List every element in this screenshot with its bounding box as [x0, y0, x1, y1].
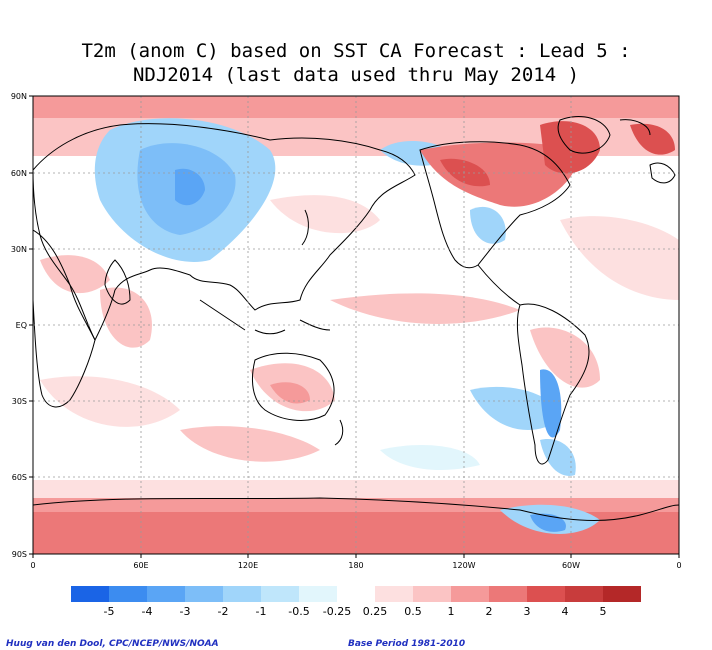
- legend-label-10: 2: [486, 605, 493, 618]
- credit-author: Huug van den Dool, CPC/NCEP/NWS/NOAA: [6, 639, 219, 649]
- lon-label-0-east: 0: [676, 561, 681, 570]
- lat-label-90s: 90S: [12, 550, 27, 559]
- lon-labels: 0 60E 120E 180 120W 60W 0: [30, 561, 681, 570]
- legend-label-6: -0.25: [323, 605, 351, 618]
- legend-swatch-2: [147, 586, 185, 602]
- lat-labels: 90N 60N 30N EQ 30S 60S 90S: [11, 92, 27, 559]
- legend-swatch-9: [413, 586, 451, 602]
- legend-label-5: -0.5: [288, 605, 309, 618]
- lat-label-30n: 30N: [11, 245, 27, 254]
- legend-swatch-8: [375, 586, 413, 602]
- legend-swatch-1: [109, 586, 147, 602]
- gridlines: [33, 96, 679, 554]
- lon-label-0-west: 0: [30, 561, 35, 570]
- legend-label-9: 1: [448, 605, 455, 618]
- legend-label-0: -5: [104, 605, 115, 618]
- legend-swatch-4: [223, 586, 261, 602]
- legend-label-4: -1: [256, 605, 267, 618]
- legend-label-3: -2: [218, 605, 229, 618]
- lon-label-120e: 120E: [238, 561, 258, 570]
- lon-label-60w: 60W: [562, 561, 580, 570]
- legend-label-12: 4: [562, 605, 569, 618]
- map-title-line2: NDJ2014 (last data used thru May 2014 ): [132, 64, 580, 86]
- coastlines: [33, 116, 679, 521]
- legend-swatch-3: [185, 586, 223, 602]
- legend-label-1: -4: [142, 605, 153, 618]
- legend-label-13: 5: [600, 605, 607, 618]
- legend-swatch-13: [565, 586, 603, 602]
- legend-swatch-0: [71, 586, 109, 602]
- legend-swatch-6: [299, 586, 337, 602]
- legend-label-11: 3: [524, 605, 531, 618]
- legend-color-bar: [71, 586, 641, 602]
- lat-label-30s: 30S: [12, 397, 27, 406]
- legend-swatch-10: [451, 586, 489, 602]
- legend-labels: -5 -4 -3 -2 -1 -0.5 -0.25 0.25 0.5 1 2 3 4 5: [104, 605, 607, 618]
- legend-swatch-5: [261, 586, 299, 602]
- credit-base-period: Base Period 1981-2010: [348, 639, 466, 649]
- lon-label-120w: 120W: [452, 561, 475, 570]
- legend-swatch-12: [527, 586, 565, 602]
- axis-ticks: [29, 95, 680, 558]
- legend-swatch-14: [603, 586, 641, 602]
- lon-label-180: 180: [348, 561, 363, 570]
- map-title-line1: T2m (anom C) based on SST CA Forecast : …: [81, 40, 631, 62]
- lat-label-eq: EQ: [16, 321, 27, 330]
- legend-label-7: 0.25: [363, 605, 388, 618]
- lat-label-90n: 90N: [11, 92, 27, 101]
- legend-label-2: -3: [180, 605, 191, 618]
- lat-label-60n: 60N: [11, 169, 27, 178]
- lon-label-60e: 60E: [133, 561, 148, 570]
- lat-label-60s: 60S: [12, 473, 27, 482]
- legend-swatch-7: [337, 586, 375, 602]
- legend-swatch-11: [489, 586, 527, 602]
- legend-label-8: 0.5: [404, 605, 422, 618]
